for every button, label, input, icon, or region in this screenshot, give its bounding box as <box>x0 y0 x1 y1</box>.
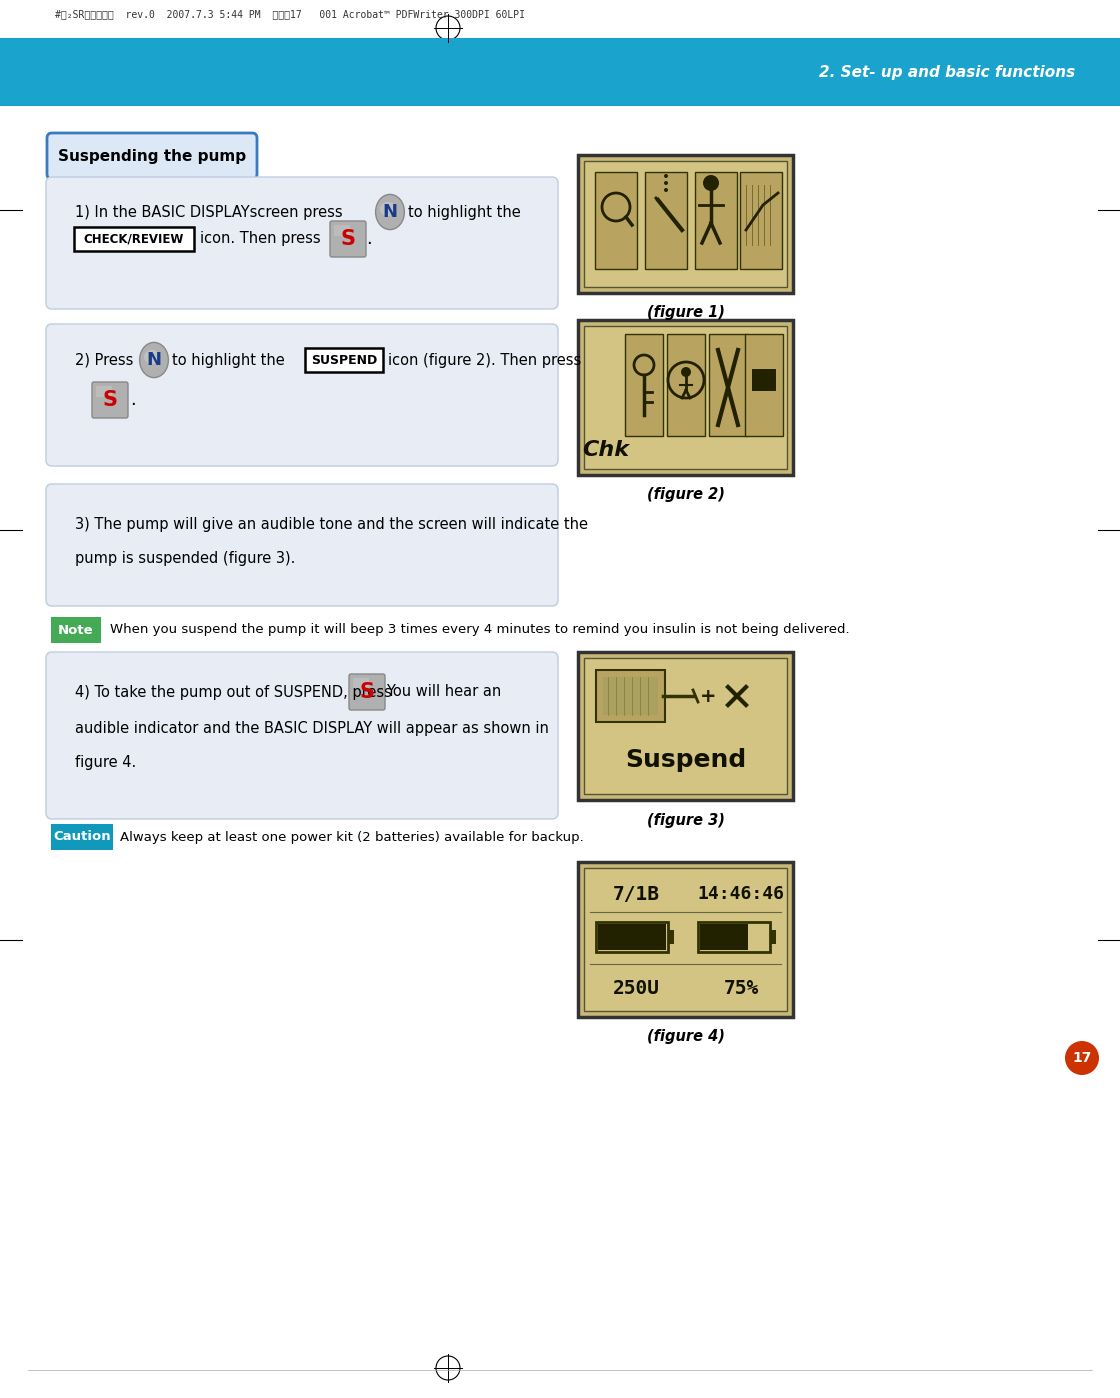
Text: to highlight the: to highlight the <box>172 352 284 368</box>
Text: 75%: 75% <box>724 979 758 998</box>
FancyBboxPatch shape <box>625 334 663 436</box>
Text: (figure 4): (figure 4) <box>646 1029 725 1044</box>
Ellipse shape <box>380 201 396 217</box>
FancyBboxPatch shape <box>46 324 558 466</box>
Circle shape <box>664 173 668 178</box>
FancyBboxPatch shape <box>745 334 783 436</box>
FancyBboxPatch shape <box>584 326 787 468</box>
FancyBboxPatch shape <box>771 930 776 944</box>
Text: +: + <box>700 686 717 706</box>
FancyBboxPatch shape <box>752 369 776 391</box>
FancyBboxPatch shape <box>668 334 704 436</box>
FancyBboxPatch shape <box>74 226 194 252</box>
Ellipse shape <box>144 350 160 365</box>
FancyBboxPatch shape <box>668 930 674 944</box>
Text: 2) Press: 2) Press <box>75 352 133 368</box>
Text: CHECK/REVIEW: CHECK/REVIEW <box>84 232 184 246</box>
Text: 1) In the BASIC DISPLAYscreen press: 1) In the BASIC DISPLAYscreen press <box>75 204 343 219</box>
Text: pump is suspended (figure 3).: pump is suspended (figure 3). <box>75 551 296 566</box>
Text: When you suspend the pump it will beep 3 times every 4 minutes to remind you ins: When you suspend the pump it will beep 3… <box>110 624 850 636</box>
Text: .: . <box>130 391 136 410</box>
Text: Always keep at least one power kit (2 batteries) available for backup.: Always keep at least one power kit (2 ba… <box>120 830 584 843</box>
Text: 17: 17 <box>1072 1051 1092 1065</box>
Text: 2. Set- up and basic functions: 2. Set- up and basic functions <box>819 66 1075 81</box>
Text: Note: Note <box>58 624 94 636</box>
Text: icon (figure 2). Then press: icon (figure 2). Then press <box>388 352 581 368</box>
FancyBboxPatch shape <box>584 161 787 287</box>
Text: 4) To take the pump out of SUSPEND, press: 4) To take the pump out of SUSPEND, pres… <box>75 685 392 699</box>
FancyBboxPatch shape <box>349 674 385 710</box>
Text: (figure 1): (figure 1) <box>646 306 725 320</box>
Text: audible indicator and the BASIC DISPLAY will appear as shown in: audible indicator and the BASIC DISPLAY … <box>75 720 549 735</box>
FancyBboxPatch shape <box>700 924 748 951</box>
FancyBboxPatch shape <box>578 155 793 294</box>
Text: S: S <box>103 390 118 410</box>
Text: N: N <box>147 351 161 369</box>
Ellipse shape <box>140 343 168 377</box>
FancyBboxPatch shape <box>52 617 101 643</box>
FancyBboxPatch shape <box>584 868 787 1011</box>
FancyBboxPatch shape <box>46 651 558 819</box>
Circle shape <box>1065 1042 1099 1075</box>
Text: Suspend: Suspend <box>625 748 746 772</box>
Circle shape <box>703 175 719 192</box>
Circle shape <box>664 180 668 185</box>
FancyBboxPatch shape <box>334 225 349 236</box>
Ellipse shape <box>375 194 404 229</box>
Text: 250U: 250U <box>613 979 660 998</box>
FancyBboxPatch shape <box>0 38 1120 106</box>
Text: #日₂SR영문메뉴얼  rev.0  2007.7.3 5:44 PM  페이지17   001 Acrobat™ PDFWriter 300DPI 60LPI: #日₂SR영문메뉴얼 rev.0 2007.7.3 5:44 PM 페이지17 … <box>55 8 525 20</box>
FancyBboxPatch shape <box>645 172 687 268</box>
FancyBboxPatch shape <box>353 678 368 689</box>
Text: icon. Then press: icon. Then press <box>200 232 320 246</box>
Text: (figure 2): (figure 2) <box>646 488 725 502</box>
FancyBboxPatch shape <box>92 382 128 418</box>
Text: 14:46:46: 14:46:46 <box>698 885 784 903</box>
Text: S: S <box>340 229 355 249</box>
Text: S: S <box>360 682 374 702</box>
FancyBboxPatch shape <box>595 172 637 268</box>
FancyBboxPatch shape <box>584 658 787 794</box>
Text: Suspending the pump: Suspending the pump <box>58 148 246 164</box>
Text: (figure 3): (figure 3) <box>646 812 725 828</box>
FancyBboxPatch shape <box>578 863 793 1016</box>
FancyBboxPatch shape <box>96 386 112 397</box>
FancyBboxPatch shape <box>52 823 113 850</box>
Text: SUSPEND: SUSPEND <box>311 354 377 366</box>
Text: to highlight the: to highlight the <box>408 204 521 219</box>
Text: Caution: Caution <box>53 830 111 843</box>
Text: 3) The pump will give an audible tone and the screen will indicate the: 3) The pump will give an audible tone an… <box>75 517 588 533</box>
Text: You will hear an: You will hear an <box>386 685 502 699</box>
FancyBboxPatch shape <box>578 651 793 800</box>
FancyBboxPatch shape <box>603 677 659 714</box>
FancyBboxPatch shape <box>330 221 366 257</box>
FancyBboxPatch shape <box>46 178 558 309</box>
FancyBboxPatch shape <box>46 484 558 605</box>
Text: figure 4.: figure 4. <box>75 755 137 769</box>
FancyBboxPatch shape <box>740 172 782 268</box>
Text: .: . <box>366 231 372 247</box>
FancyBboxPatch shape <box>596 670 665 721</box>
Circle shape <box>681 368 691 377</box>
Text: Chk: Chk <box>582 440 629 460</box>
FancyBboxPatch shape <box>709 334 747 436</box>
FancyBboxPatch shape <box>578 320 793 475</box>
Circle shape <box>664 187 668 192</box>
Text: N: N <box>383 203 398 221</box>
FancyBboxPatch shape <box>305 348 383 372</box>
Text: 7/1B: 7/1B <box>613 885 660 903</box>
FancyBboxPatch shape <box>47 133 256 179</box>
FancyBboxPatch shape <box>696 172 737 268</box>
FancyBboxPatch shape <box>598 924 666 951</box>
